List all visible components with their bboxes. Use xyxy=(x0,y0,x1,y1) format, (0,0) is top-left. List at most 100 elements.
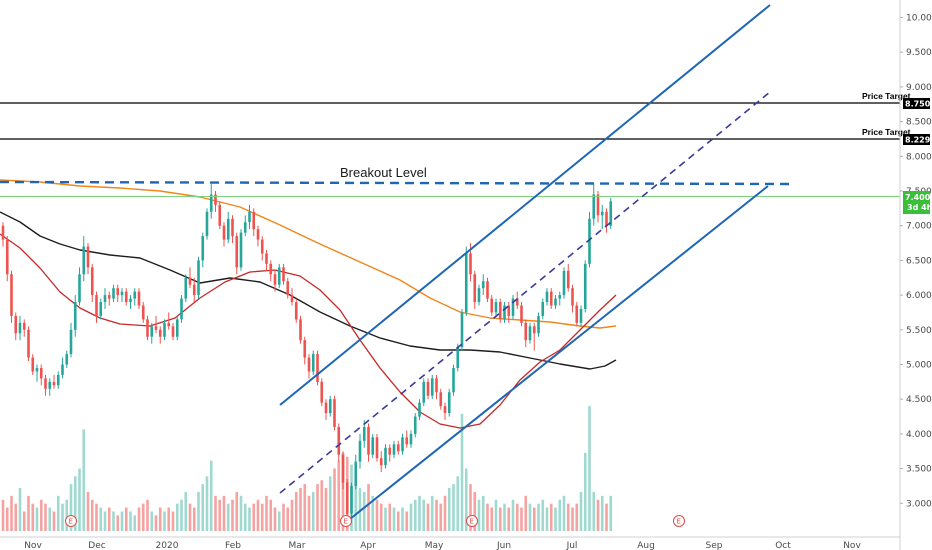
volume-bar xyxy=(171,511,175,531)
volume-bar xyxy=(27,495,30,531)
candle-body xyxy=(252,211,256,230)
candle-body xyxy=(452,367,455,393)
volume-bar xyxy=(197,491,200,531)
candle-body xyxy=(269,263,273,275)
candle-body xyxy=(27,329,30,358)
volume-bar xyxy=(388,503,392,531)
volume-bar xyxy=(384,507,387,531)
volume-bar xyxy=(435,499,438,531)
volume-bar xyxy=(452,484,455,531)
volume-bar xyxy=(520,507,523,531)
volume-bar xyxy=(282,503,285,531)
candle-body xyxy=(239,232,243,268)
x-tick-label: Mar xyxy=(289,541,306,550)
volume-bar xyxy=(192,507,196,531)
earnings-marker: E xyxy=(466,515,478,527)
candle-body xyxy=(197,260,200,296)
candle-body xyxy=(294,302,298,320)
volume-bar xyxy=(294,491,298,531)
drawings xyxy=(0,4,900,520)
candle-body xyxy=(22,322,26,330)
volume-bar xyxy=(90,499,94,531)
candle-body xyxy=(575,305,579,323)
candle-body xyxy=(439,392,443,407)
volume-bar xyxy=(44,503,47,531)
candle-body xyxy=(56,374,60,386)
volume-bar xyxy=(405,511,409,531)
candle-body xyxy=(345,482,349,514)
volume-bar xyxy=(592,491,596,531)
candle-body xyxy=(511,298,515,316)
volume-bar xyxy=(56,495,60,531)
volume-bar xyxy=(5,507,9,531)
candle-body xyxy=(95,295,98,316)
volume-bar xyxy=(269,499,273,531)
candle-body xyxy=(146,319,149,337)
x-tick-label: Nov xyxy=(843,541,861,550)
candle-body xyxy=(401,437,404,452)
x-tick-label: Sep xyxy=(706,541,723,550)
candle-body xyxy=(243,222,247,233)
volume-bar xyxy=(222,495,226,531)
volume-bar xyxy=(265,495,268,531)
volume-bar xyxy=(426,503,430,531)
volume-bar xyxy=(277,511,281,531)
candle-body xyxy=(524,322,528,341)
y-tick-label: 7.0000 xyxy=(906,222,932,232)
candle-body xyxy=(460,312,464,348)
volume-bar xyxy=(214,495,217,531)
volume-bar xyxy=(469,484,472,531)
candle-body xyxy=(392,444,396,455)
candle-body xyxy=(583,263,587,309)
candle-body xyxy=(18,322,22,334)
volume-bar xyxy=(286,507,290,531)
y-tick-label: 6.0000 xyxy=(906,291,932,301)
candle-body xyxy=(260,239,264,254)
y-tick-label: 3.0000 xyxy=(906,499,932,509)
candle-body xyxy=(320,381,324,403)
candle-body xyxy=(248,211,251,223)
price-target-tag-2: 8.2299 xyxy=(903,134,932,145)
volume-bar xyxy=(362,491,366,531)
candle-body xyxy=(129,298,132,303)
volume-bar xyxy=(418,495,421,531)
candle-body xyxy=(150,326,154,337)
candle-body xyxy=(282,267,285,282)
volume-bar xyxy=(209,460,213,531)
candle-body xyxy=(303,340,307,358)
volume-bar xyxy=(477,499,481,531)
candle-body xyxy=(486,281,489,299)
candle-body xyxy=(99,302,103,316)
svg-text:E: E xyxy=(69,518,73,526)
candlesticks xyxy=(1,184,613,521)
volume-bar xyxy=(524,495,528,531)
volume-bar xyxy=(48,507,52,531)
candle-body xyxy=(549,291,553,306)
volume-bar xyxy=(481,495,485,531)
volume-bar xyxy=(494,499,498,531)
candle-body xyxy=(562,270,566,296)
volume-bar xyxy=(52,511,56,531)
candle-body xyxy=(545,291,549,303)
volume-bar xyxy=(583,452,587,531)
volume-bar xyxy=(61,503,64,531)
earnings-marker: E xyxy=(340,515,352,527)
candle-body xyxy=(222,225,226,240)
candle-body xyxy=(48,381,52,389)
channel-upper-line xyxy=(279,4,771,406)
volume-bar xyxy=(226,503,230,531)
svg-text:E: E xyxy=(677,518,681,526)
candle-body xyxy=(435,378,438,393)
candle-body xyxy=(541,302,545,316)
candle-body xyxy=(35,367,39,372)
volume-bar xyxy=(422,499,426,531)
candle-body xyxy=(14,315,18,334)
y-tick-label: 6.5000 xyxy=(906,256,932,266)
candle-body xyxy=(371,437,375,455)
volume-bar xyxy=(273,507,277,531)
volume-bar xyxy=(528,503,532,531)
candle-body xyxy=(154,326,158,330)
channel-lower-line xyxy=(349,185,769,520)
